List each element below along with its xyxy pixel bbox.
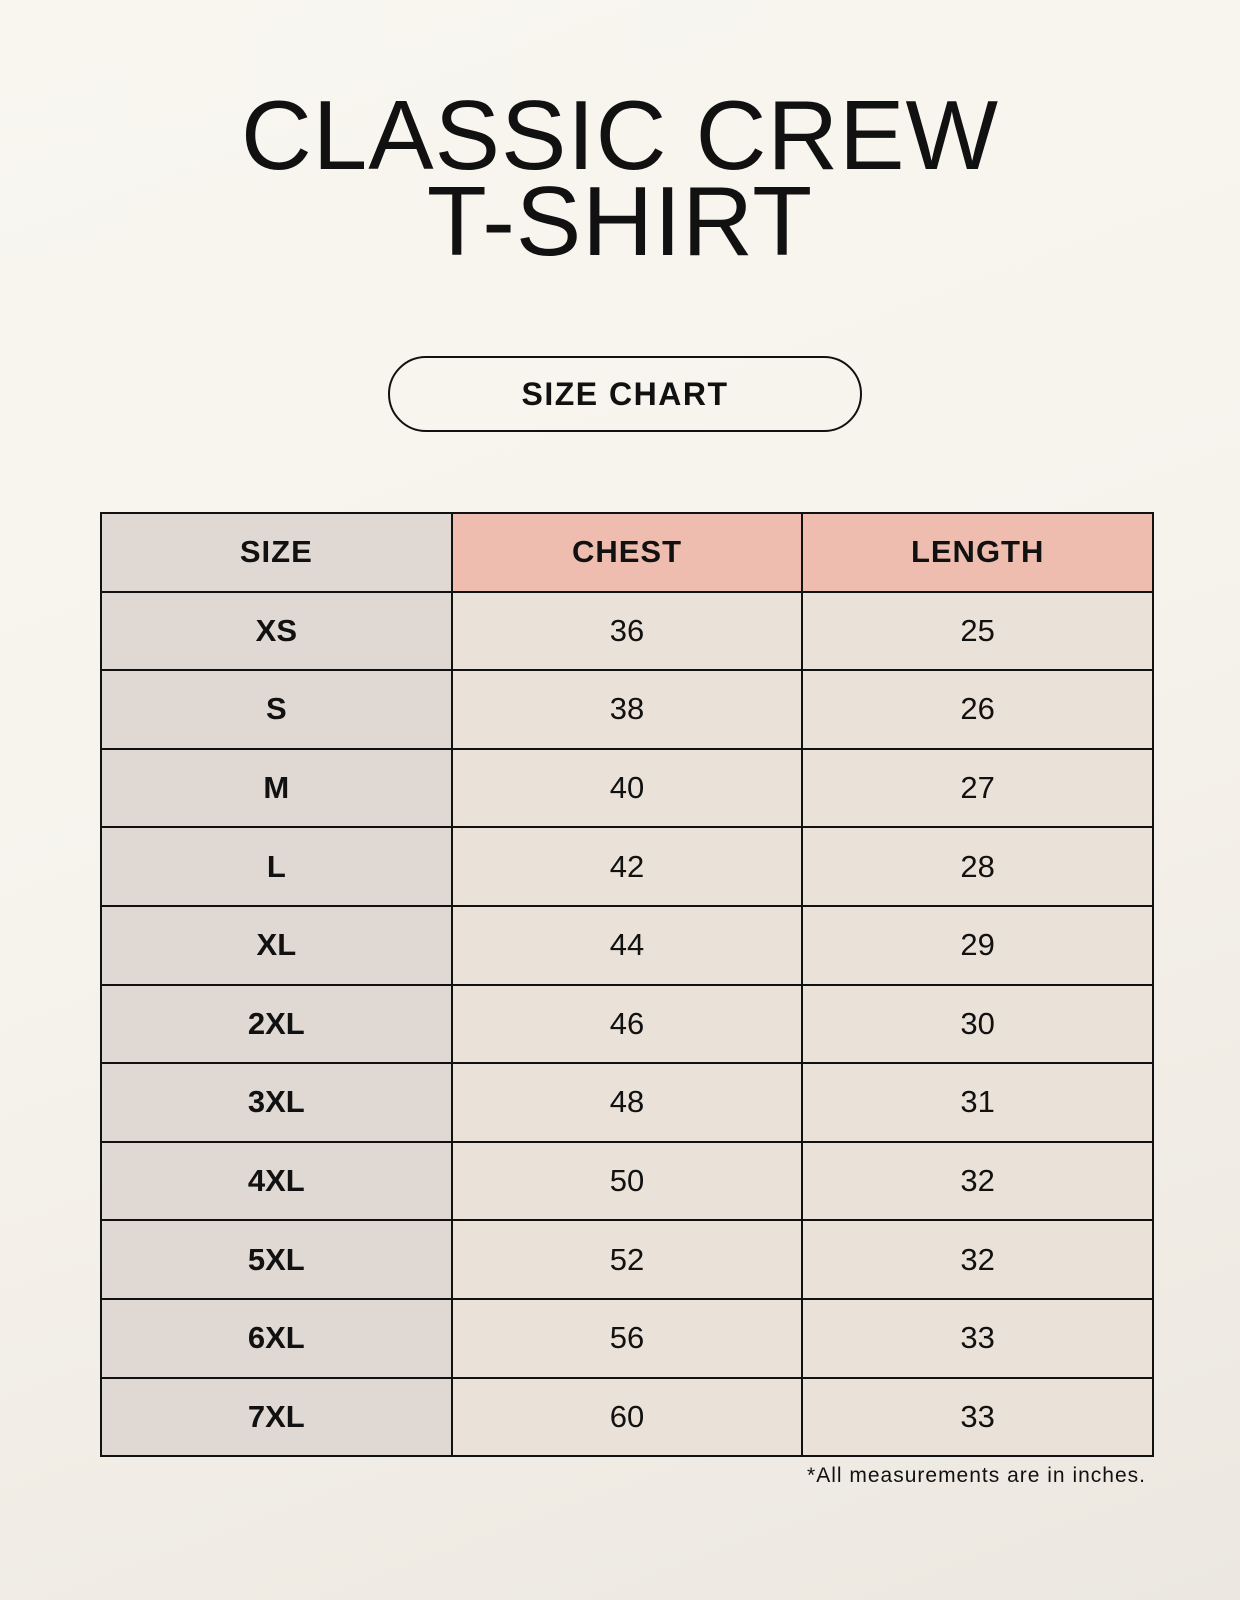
size-chart-badge: SIZE CHART xyxy=(388,356,862,432)
cell-length: 27 xyxy=(801,747,1154,829)
table-row: 3XL 48 31 xyxy=(100,1062,1154,1143)
cell-length: 26 xyxy=(801,669,1154,750)
table-row: XS 36 25 xyxy=(100,590,1154,672)
cell-size: 7XL xyxy=(100,1376,453,1458)
title-line-2: T-SHIRT xyxy=(426,166,814,276)
cell-size: 6XL xyxy=(100,1297,453,1379)
cell-length: 31 xyxy=(801,1062,1154,1143)
cell-size: S xyxy=(100,669,453,750)
cell-chest: 50 xyxy=(450,1140,804,1222)
cell-chest: 48 xyxy=(450,1062,804,1143)
cell-chest: 46 xyxy=(450,983,804,1065)
cell-chest: 36 xyxy=(450,590,804,672)
cell-length: 29 xyxy=(801,904,1154,986)
cell-chest: 60 xyxy=(450,1376,804,1458)
footnote: *All measurements are in inches. xyxy=(807,1464,1146,1487)
header-size: SIZE xyxy=(100,512,453,593)
cell-length: 28 xyxy=(801,826,1154,907)
cell-size: 2XL xyxy=(100,983,453,1065)
cell-size: 4XL xyxy=(100,1140,453,1222)
title-line-1: CLASSIC CREW xyxy=(240,80,999,190)
cell-length: 32 xyxy=(801,1219,1154,1300)
page-title: CLASSIC CREW T-SHIRT xyxy=(0,80,1240,276)
cell-length: 33 xyxy=(801,1376,1154,1458)
table-row: L 42 28 xyxy=(100,826,1154,907)
cell-size: M xyxy=(100,747,453,829)
cell-length: 25 xyxy=(801,590,1154,672)
cell-length: 30 xyxy=(801,983,1154,1065)
cell-size: 5XL xyxy=(100,1219,453,1300)
table-row: 6XL 56 33 xyxy=(100,1297,1154,1379)
cell-chest: 42 xyxy=(450,826,804,907)
cell-chest: 52 xyxy=(450,1219,804,1300)
cell-chest: 40 xyxy=(450,747,804,829)
table-row: M 40 27 xyxy=(100,747,1154,829)
table-row: S 38 26 xyxy=(100,669,1154,750)
table-row: 7XL 60 33 xyxy=(100,1376,1154,1458)
table-header-row: SIZE CHEST LENGTH xyxy=(100,512,1154,593)
header-length: LENGTH xyxy=(801,512,1154,593)
cell-size: XL xyxy=(100,904,453,986)
cell-size: 3XL xyxy=(100,1062,453,1143)
size-table: SIZE CHEST LENGTH XS 36 25 S 38 26 M 40 27 L 42 28 X… xyxy=(100,512,1154,1458)
table-row: 5XL 52 32 xyxy=(100,1219,1154,1300)
header-chest: CHEST xyxy=(450,512,804,593)
cell-chest: 44 xyxy=(450,904,804,986)
cell-length: 33 xyxy=(801,1297,1154,1379)
cell-size: L xyxy=(100,826,453,907)
cell-size: XS xyxy=(100,590,453,672)
table-row: XL 44 29 xyxy=(100,904,1154,986)
table-row: 2XL 46 30 xyxy=(100,983,1154,1065)
cell-chest: 56 xyxy=(450,1297,804,1379)
cell-length: 32 xyxy=(801,1140,1154,1222)
cell-chest: 38 xyxy=(450,669,804,750)
table-row: 4XL 50 32 xyxy=(100,1140,1154,1222)
